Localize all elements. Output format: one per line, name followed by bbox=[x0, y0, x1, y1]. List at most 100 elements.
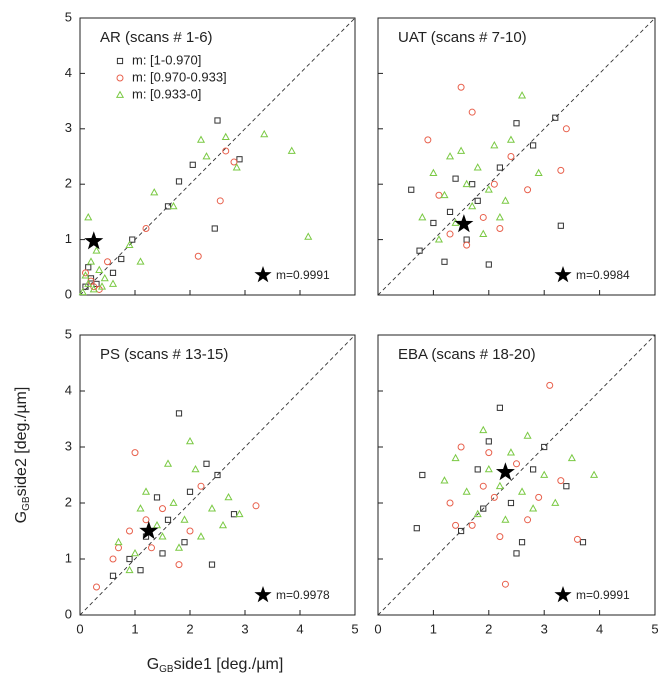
point bbox=[501, 196, 510, 204]
point bbox=[457, 83, 465, 91]
panel-title: UAT (scans # 7-10) bbox=[398, 29, 527, 46]
reference-line bbox=[79, 17, 356, 296]
x-axis-label: GGBside1 [deg./µm] bbox=[147, 656, 284, 674]
x-tick-label: 2 bbox=[485, 621, 492, 636]
point bbox=[150, 188, 159, 196]
point bbox=[530, 142, 537, 149]
point bbox=[430, 219, 437, 227]
point bbox=[445, 152, 455, 160]
point bbox=[129, 236, 136, 243]
y-tick-label: 4 bbox=[65, 382, 72, 397]
point bbox=[109, 572, 117, 579]
point bbox=[573, 535, 581, 543]
point bbox=[535, 493, 543, 501]
point bbox=[260, 129, 269, 138]
star-key bbox=[254, 586, 272, 603]
y-tick-label: 5 bbox=[65, 9, 72, 24]
point bbox=[495, 213, 504, 221]
point bbox=[159, 505, 166, 513]
point bbox=[517, 91, 527, 99]
legend-marker bbox=[116, 57, 124, 65]
point bbox=[567, 453, 576, 462]
point bbox=[230, 511, 238, 518]
point bbox=[136, 257, 145, 265]
point bbox=[137, 567, 144, 574]
point bbox=[408, 186, 415, 193]
point bbox=[440, 476, 449, 484]
point bbox=[92, 246, 101, 254]
star-label: m=0.9991 bbox=[576, 588, 630, 602]
point bbox=[507, 153, 515, 160]
point bbox=[496, 533, 504, 541]
point bbox=[562, 125, 570, 133]
point bbox=[175, 410, 183, 417]
point bbox=[501, 580, 509, 588]
point bbox=[252, 502, 260, 510]
point bbox=[485, 449, 493, 457]
point bbox=[541, 443, 548, 451]
point bbox=[474, 197, 481, 204]
point bbox=[218, 520, 228, 529]
point bbox=[186, 488, 194, 495]
point bbox=[175, 178, 183, 185]
point bbox=[82, 269, 89, 277]
point bbox=[84, 279, 93, 287]
point bbox=[418, 213, 427, 221]
point bbox=[109, 269, 117, 276]
star-label: m=0.9978 bbox=[276, 588, 330, 602]
point bbox=[181, 539, 188, 546]
x-tick-label: 5 bbox=[651, 621, 658, 636]
y-tick-label: 0 bbox=[65, 606, 72, 621]
point bbox=[180, 515, 189, 523]
star-label: m=0.9984 bbox=[576, 268, 630, 282]
point bbox=[557, 222, 564, 229]
point bbox=[86, 257, 96, 265]
point bbox=[480, 505, 487, 512]
y-tick-label: 5 bbox=[65, 326, 72, 341]
point bbox=[142, 516, 150, 524]
x-tick-label: 0 bbox=[76, 621, 83, 636]
point bbox=[479, 482, 487, 490]
point bbox=[468, 201, 477, 210]
point bbox=[496, 404, 503, 411]
point bbox=[164, 203, 172, 210]
y-tick-label: 1 bbox=[65, 550, 72, 565]
point bbox=[211, 225, 218, 232]
y-tick-label: 2 bbox=[65, 176, 72, 191]
reference-line bbox=[79, 334, 356, 616]
point bbox=[174, 543, 184, 551]
point bbox=[479, 213, 487, 221]
point bbox=[224, 492, 233, 501]
point bbox=[490, 140, 499, 149]
reference-line bbox=[377, 334, 656, 616]
point bbox=[84, 213, 93, 221]
point bbox=[546, 381, 554, 389]
point bbox=[141, 487, 151, 495]
point bbox=[469, 181, 476, 188]
star bbox=[495, 462, 515, 481]
point bbox=[130, 548, 140, 557]
point bbox=[484, 464, 493, 473]
point bbox=[185, 436, 195, 445]
point bbox=[524, 186, 532, 194]
point bbox=[458, 527, 465, 535]
point bbox=[232, 163, 241, 171]
point bbox=[446, 208, 454, 216]
point bbox=[429, 168, 438, 177]
point bbox=[169, 498, 178, 506]
legend-label: m: [1-0.970] bbox=[132, 52, 201, 67]
point bbox=[169, 201, 178, 210]
point bbox=[175, 561, 183, 569]
point bbox=[484, 185, 493, 193]
point bbox=[216, 197, 224, 205]
star bbox=[454, 214, 474, 233]
point bbox=[136, 504, 145, 512]
point bbox=[435, 191, 443, 199]
y-tick-label: 2 bbox=[65, 494, 72, 509]
point bbox=[557, 477, 565, 485]
point bbox=[109, 555, 117, 563]
point bbox=[524, 516, 532, 524]
point bbox=[452, 521, 460, 529]
point bbox=[95, 265, 104, 273]
